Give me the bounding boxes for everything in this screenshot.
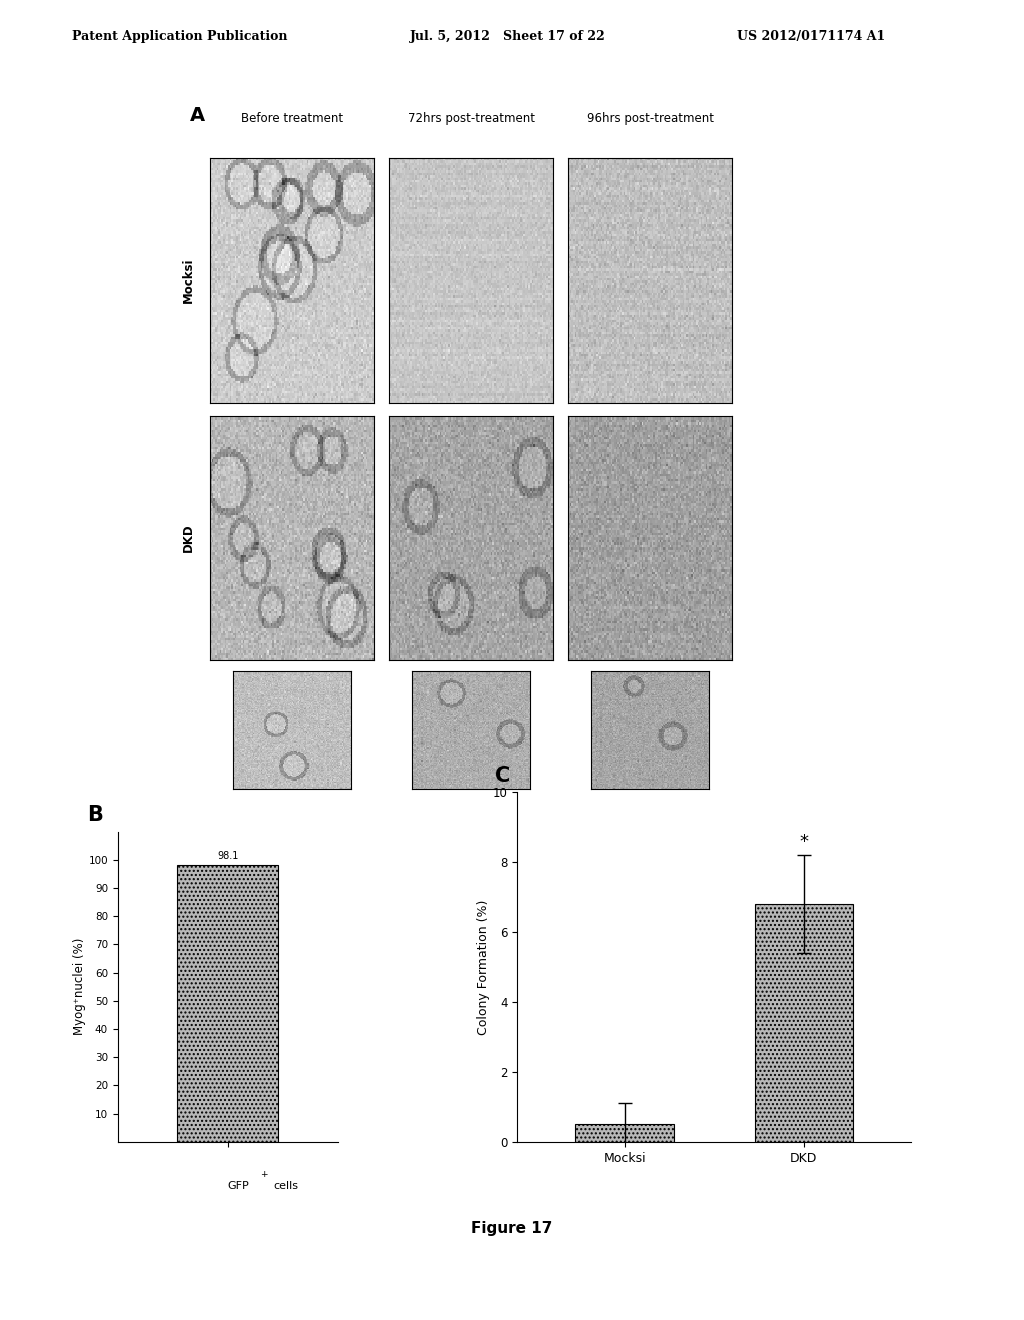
Y-axis label: Colony Formation (%): Colony Formation (%) xyxy=(477,899,489,1035)
Text: Patent Application Publication: Patent Application Publication xyxy=(72,30,287,44)
Text: US 2012/0171174 A1: US 2012/0171174 A1 xyxy=(737,30,886,44)
Text: 72hrs post-treatment: 72hrs post-treatment xyxy=(408,112,535,125)
Text: GFP: GFP xyxy=(228,1181,250,1191)
Text: Figure 17: Figure 17 xyxy=(471,1221,553,1236)
Bar xyxy=(575,1125,674,1142)
Text: Jul. 5, 2012   Sheet 17 of 22: Jul. 5, 2012 Sheet 17 of 22 xyxy=(410,30,605,44)
Text: DKD: DKD xyxy=(181,524,195,552)
Text: +: + xyxy=(260,1170,267,1179)
Bar xyxy=(177,865,279,1142)
Text: A: A xyxy=(189,106,205,124)
Text: Before treatment: Before treatment xyxy=(241,112,343,125)
Text: 98.1: 98.1 xyxy=(217,851,239,861)
Y-axis label: Myog⁺nuclei (%): Myog⁺nuclei (%) xyxy=(73,939,86,1035)
Text: Mocksi: Mocksi xyxy=(181,257,195,304)
Text: cells: cells xyxy=(273,1181,299,1191)
Bar xyxy=(755,904,853,1142)
Text: B: B xyxy=(87,805,103,825)
Text: C: C xyxy=(495,766,510,785)
Text: *: * xyxy=(800,833,808,851)
Text: 96hrs post-treatment: 96hrs post-treatment xyxy=(587,112,714,125)
